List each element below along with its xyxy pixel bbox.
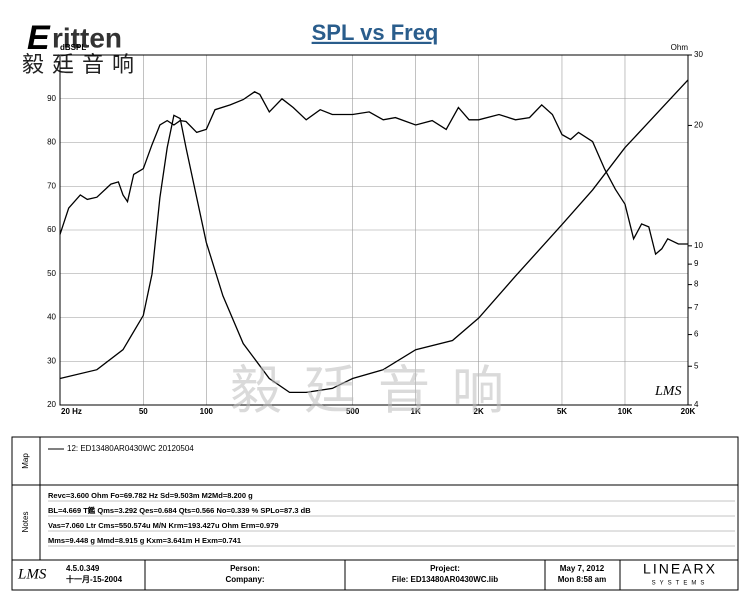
y-axis-label: dBSPL xyxy=(60,43,86,52)
y2-tick-label: 20 xyxy=(694,121,703,130)
y-tick-label: 40 xyxy=(47,313,56,322)
y-tick-label: 20 xyxy=(47,400,56,409)
y-tick-label: 30 xyxy=(47,356,56,365)
x-tick-label: 100 xyxy=(200,407,214,416)
legend-entry: 12: ED13480AR0430WC 20120504 xyxy=(67,444,194,453)
note-line: BL=4.669 T鑑 Qms=3.292 Qes=0.684 Qts=0.56… xyxy=(48,505,311,515)
x-tick-label: 20 Hz xyxy=(61,407,82,416)
x-tick-label: 5K xyxy=(557,407,567,416)
y2-tick-label: 10 xyxy=(694,241,703,250)
logo-initial: E xyxy=(27,19,51,57)
brand-mark: LMS xyxy=(654,384,681,399)
y-tick-label: 80 xyxy=(47,138,56,147)
brand: LINEARX xyxy=(643,561,717,577)
y2-tick-label: 9 xyxy=(694,259,699,268)
x-tick-label: 20K xyxy=(681,407,696,416)
y2-tick-label: 6 xyxy=(694,330,699,339)
plot-frame xyxy=(59,54,689,406)
y2-tick-label: 4 xyxy=(694,400,699,409)
y2-tick-label: 7 xyxy=(694,303,699,312)
y2-tick-label: 8 xyxy=(694,280,699,289)
y-tick-label: 70 xyxy=(47,181,56,190)
company: Company: xyxy=(225,575,264,584)
build-date: 十一月-15-2004 xyxy=(66,574,123,584)
person: Person: xyxy=(230,564,260,573)
y-tick-label: 50 xyxy=(47,269,56,278)
note-line: Mms=9.448 g Mmd=8.915 g Kxm=3.641m H Exm… xyxy=(48,536,241,545)
project: Project: xyxy=(430,564,460,573)
note-line: Revc=3.600 Ohm Fo=69.782 Hz Sd=9.503m M2… xyxy=(48,491,253,500)
logo-name: ritten xyxy=(52,22,122,53)
x-tick-label: 10K xyxy=(618,407,633,416)
y2-tick-label: 5 xyxy=(694,361,699,370)
date: May 7, 2012 xyxy=(560,564,605,573)
panel-frame xyxy=(11,436,739,591)
x-tick-label: 2K xyxy=(474,407,484,416)
time: Mon 8:58 am xyxy=(558,575,606,584)
x-tick-label: 1K xyxy=(411,407,421,416)
version: 4.5.0.349 xyxy=(66,564,100,573)
y-tick-label: 90 xyxy=(47,94,56,103)
x-tick-label: 50 xyxy=(139,407,148,416)
y-tick-label: 60 xyxy=(47,225,56,234)
series-line xyxy=(59,79,689,394)
y2-tick-label: 30 xyxy=(694,50,703,59)
brand-sub: SYSTEMS xyxy=(652,581,709,587)
footer-logo: LMS xyxy=(17,566,47,582)
chart-title: SPL vs Freq xyxy=(312,20,439,45)
x-tick-label: 500 xyxy=(346,407,360,416)
watermark: 毅廷音响 xyxy=(230,363,526,421)
file: File: ED13480AR0430WC.lib xyxy=(392,575,498,584)
notes-label: Notes xyxy=(21,512,30,533)
logo-chinese: 毅廷音响 xyxy=(22,52,142,77)
map-label: Map xyxy=(21,453,30,469)
y2-axis-label: Ohm xyxy=(671,43,689,52)
note-line: Vas=7.060 Ltr Cms=550.574u M/N Krm=193.4… xyxy=(48,521,279,530)
